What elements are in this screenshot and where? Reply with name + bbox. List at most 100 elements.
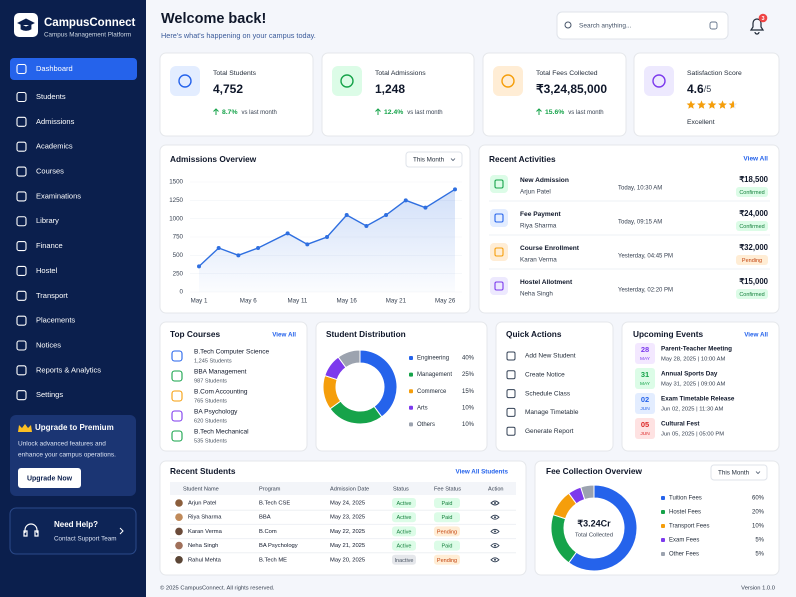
period-dropdown[interactable] <box>710 464 768 481</box>
nav-item[interactable]: Library <box>36 216 59 225</box>
stat-change: 12.4% vs last month <box>384 109 443 116</box>
nav-item[interactable]: Notices <box>36 340 61 349</box>
nav-item[interactable]: Hostel <box>36 266 58 275</box>
stat-change-value: 8.7% <box>222 109 238 116</box>
search-icon <box>564 21 572 29</box>
event-date: May 28, 2025 | 10:00 AM <box>661 357 726 363</box>
stat-icon-bg <box>332 66 362 96</box>
upgrade-text: enhance your campus operations. <box>18 452 116 459</box>
view-icon[interactable] <box>490 557 500 563</box>
view-all-link[interactable]: View All <box>743 156 768 163</box>
quick-action[interactable]: Create Notice <box>525 372 565 379</box>
nav-item[interactable]: Finance <box>36 241 63 250</box>
event-title: Parent-Teacher Meeting <box>661 346 732 353</box>
student-avatar <box>175 556 183 564</box>
student-avatar <box>175 541 183 550</box>
nav-item[interactable]: Academics <box>36 142 73 151</box>
quick-action[interactable]: Generate Report <box>525 428 574 435</box>
sidebar <box>0 0 146 597</box>
nav-item[interactable]: Settings <box>36 390 63 399</box>
stat-value: 4,752 <box>213 82 243 96</box>
stat-change: 8.7% vs last month <box>222 109 277 116</box>
y-tick-label: 250 <box>173 270 184 277</box>
upgrade-button[interactable] <box>18 468 81 488</box>
stat-change-value: 12.4% <box>384 109 403 116</box>
nav-item[interactable]: Placements <box>36 316 75 325</box>
line-point <box>285 231 290 236</box>
y-tick-label: 0 <box>180 289 184 296</box>
x-tick-label: May 11 <box>288 298 308 305</box>
period-dropdown[interactable] <box>405 151 463 168</box>
period-text[interactable]: This Month <box>413 157 445 164</box>
legend-value: 15% <box>462 389 475 395</box>
legend-value: 25% <box>462 372 475 378</box>
event-date: Jun 05, 2025 | 05:00 PM <box>661 432 724 438</box>
activity-time: Yesterday, 02:20 PM <box>618 288 673 294</box>
course-students: 987 Students <box>194 378 227 384</box>
line-point <box>423 205 428 210</box>
activity-icon-bg <box>490 277 508 295</box>
search-placeholder: Search anything... <box>579 23 632 30</box>
legend-value: 40% <box>462 356 475 362</box>
legend-label: Commerce <box>417 389 447 395</box>
activity-amount: ₹32,000 <box>739 243 768 252</box>
bell-icon[interactable] <box>749 18 765 35</box>
period-text[interactable]: This Month <box>718 470 750 477</box>
donut-segment <box>568 484 638 572</box>
status-text: Inactive <box>395 558 414 564</box>
view-icon[interactable] <box>490 543 500 549</box>
action-icon <box>506 426 516 436</box>
course-icon <box>171 350 183 362</box>
view-icon[interactable] <box>490 514 500 520</box>
view-icon[interactable] <box>490 528 500 534</box>
quick-action[interactable]: Schedule Class <box>525 390 571 397</box>
help-box[interactable] <box>9 507 137 555</box>
course-name: BBA Management <box>194 369 247 376</box>
course-icon <box>171 430 183 442</box>
fees-total: ₹3.24Cr <box>577 518 611 528</box>
event-date: May 31, 2025 | 09:00 AM <box>661 382 726 388</box>
legend-label: Transport Fees <box>669 524 709 530</box>
view-all-link[interactable]: View All <box>744 332 768 339</box>
view-icon[interactable] <box>490 500 500 506</box>
status-text: Confirmed <box>739 292 764 298</box>
nav-item[interactable]: Admissions <box>36 117 75 126</box>
nav-item[interactable]: Dashboard <box>36 64 73 73</box>
activity-time: Today, 10:30 AM <box>618 186 662 192</box>
status-pill <box>434 540 460 551</box>
nav-icon <box>16 91 27 103</box>
status-text: Paid <box>441 501 452 507</box>
y-tick-label: 1000 <box>169 215 183 222</box>
status-text: Confirmed <box>739 190 764 196</box>
legend-label: Tuition Fees <box>669 496 702 502</box>
event-day: 05 <box>641 420 649 429</box>
stat-change-value: 15.6% <box>545 109 564 116</box>
nav-item[interactable]: Examinations <box>36 191 81 200</box>
view-all-link[interactable]: View All <box>272 332 296 339</box>
event-month: MAY <box>640 381 651 387</box>
activity-title: New Admission <box>520 177 569 184</box>
nav-item[interactable]: Transport <box>36 291 69 300</box>
student-name: Neha Singh <box>188 543 218 549</box>
nav-item[interactable]: Reports & Analytics <box>36 365 101 374</box>
legend-swatch <box>409 405 413 410</box>
nav-icon <box>16 390 27 401</box>
status-text: Pending <box>742 258 762 264</box>
quick-action[interactable]: Add New Student <box>525 353 576 360</box>
upgrade-title: Upgrade to Premium <box>35 423 114 432</box>
upgrade-button-text[interactable]: Upgrade Now <box>27 475 73 482</box>
distribution-card <box>315 321 488 452</box>
admission-date: May 22, 2025 <box>330 529 365 535</box>
nav-icon <box>16 141 27 152</box>
event-date: Jun 02, 2025 | 11:30 AM <box>661 407 723 413</box>
course-students: 535 Students <box>194 438 227 444</box>
status-pill <box>392 540 416 551</box>
view-all-link[interactable]: View All Students <box>456 469 509 476</box>
date-block <box>635 393 655 414</box>
legend-swatch <box>409 389 413 394</box>
quick-action[interactable]: Manage Timetable <box>525 409 579 416</box>
nav-item[interactable]: Students <box>36 92 66 101</box>
view-icon-pupil <box>494 516 496 519</box>
search-box[interactable] <box>556 11 729 40</box>
nav-item[interactable]: Courses <box>36 167 64 176</box>
